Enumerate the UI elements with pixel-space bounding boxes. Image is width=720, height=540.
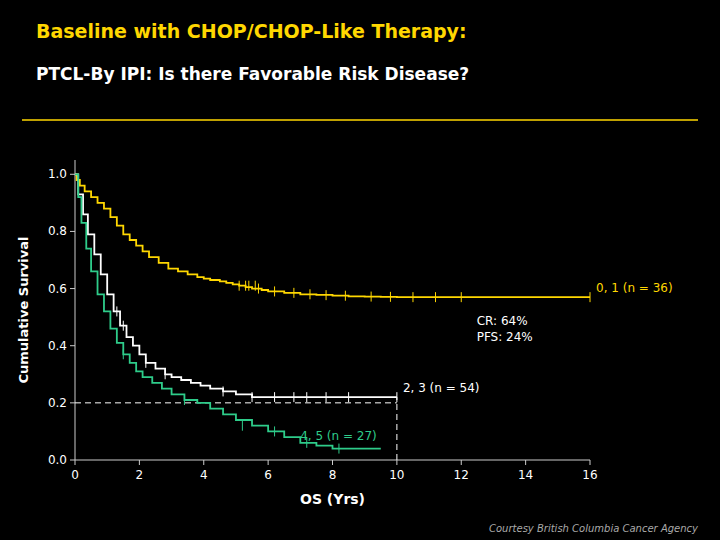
censor-mark xyxy=(348,392,349,402)
censor-mark xyxy=(590,292,591,302)
background xyxy=(0,0,720,540)
y-tick xyxy=(70,460,75,461)
y-tick xyxy=(70,402,75,403)
censor-mark xyxy=(223,386,224,396)
y-tick-label: 0.6 xyxy=(48,282,67,296)
censor-mark xyxy=(309,289,310,299)
annotation-line: PFS: 24% xyxy=(477,330,533,344)
plot-area xyxy=(75,174,590,460)
reference-line xyxy=(396,397,397,460)
censor-mark xyxy=(435,292,436,302)
series-label: 2, 3 (n = 54) xyxy=(403,381,480,395)
censor-mark xyxy=(123,349,124,359)
censor-mark xyxy=(274,392,275,402)
x-tick-label: 8 xyxy=(329,468,337,482)
censor-mark xyxy=(116,306,117,316)
chart: Baseline with CHOP/CHOP-Like Therapy: PTC… xyxy=(0,0,720,540)
x-tick xyxy=(332,460,333,465)
y-tick xyxy=(70,345,75,346)
series-label: 0, 1 (n = 36) xyxy=(596,281,673,295)
x-tick-label: 2 xyxy=(136,468,144,482)
censor-mark xyxy=(255,281,256,291)
censor-mark xyxy=(258,284,259,294)
y-axis-label: Cumulative Survival xyxy=(16,237,31,384)
x-tick xyxy=(203,460,204,465)
y-tick xyxy=(70,288,75,289)
censor-mark xyxy=(461,292,462,302)
censor-mark xyxy=(326,392,327,402)
censor-mark xyxy=(293,288,294,298)
reference-line xyxy=(75,402,397,403)
y-axis-line xyxy=(75,160,76,460)
x-tick xyxy=(75,460,76,465)
censor-mark xyxy=(390,292,391,302)
x-tick xyxy=(461,460,462,465)
footnote: Courtesy British Columbia Cancer Agency xyxy=(489,523,699,534)
separator xyxy=(22,119,698,121)
x-tick xyxy=(525,460,526,465)
censor-mark xyxy=(245,281,246,291)
censor-mark xyxy=(306,392,307,402)
censor-mark xyxy=(345,291,346,301)
censor-mark xyxy=(239,281,240,291)
annotation: CR: 64% PFS: 24% xyxy=(477,314,533,344)
x-tick xyxy=(396,460,397,465)
x-tick-label: 6 xyxy=(264,468,272,482)
x-tick-label: 0 xyxy=(71,468,79,482)
y-tick xyxy=(70,174,75,175)
x-tick xyxy=(268,460,269,465)
series-label: 4, 5 (n = 27) xyxy=(300,429,377,443)
x-tick-label: 12 xyxy=(454,468,469,482)
y-tick-label: 1.0 xyxy=(48,167,67,181)
censor-mark xyxy=(242,421,243,431)
censor-mark xyxy=(165,369,166,379)
x-tick-label: 14 xyxy=(518,468,533,482)
x-tick-label: 10 xyxy=(389,468,404,482)
title: Baseline with CHOP/CHOP-Like Therapy: xyxy=(36,20,467,42)
survival-curve xyxy=(75,174,397,397)
censor-mark xyxy=(338,444,339,454)
x-axis-label: OS (Yrs) xyxy=(300,491,365,507)
censor-mark xyxy=(184,395,185,405)
censor-mark xyxy=(252,392,253,402)
subtitle: PTCL-By IPI: Is there Favorable Risk Dis… xyxy=(36,64,469,84)
censor-mark xyxy=(248,281,249,291)
censor-mark xyxy=(274,426,275,436)
censor-mark xyxy=(326,290,327,300)
annotation-line: CR: 64% xyxy=(477,314,528,328)
censor-mark xyxy=(145,358,146,368)
survival-curve xyxy=(75,174,590,297)
y-tick-label: 0.2 xyxy=(48,396,67,410)
censor-mark xyxy=(371,292,372,302)
x-tick xyxy=(590,460,591,465)
censor-mark xyxy=(293,392,294,402)
censor-mark xyxy=(412,292,413,302)
x-tick-label: 16 xyxy=(582,468,597,482)
x-tick xyxy=(139,460,140,465)
censor-mark xyxy=(274,286,275,296)
censor-mark xyxy=(123,321,124,331)
x-tick-label: 4 xyxy=(200,468,208,482)
y-tick xyxy=(70,231,75,232)
y-tick-label: 0.0 xyxy=(48,453,67,467)
y-tick-label: 0.4 xyxy=(48,339,67,353)
y-tick-label: 0.8 xyxy=(48,224,67,238)
survival-curve xyxy=(75,174,381,448)
censor-mark xyxy=(396,392,397,402)
